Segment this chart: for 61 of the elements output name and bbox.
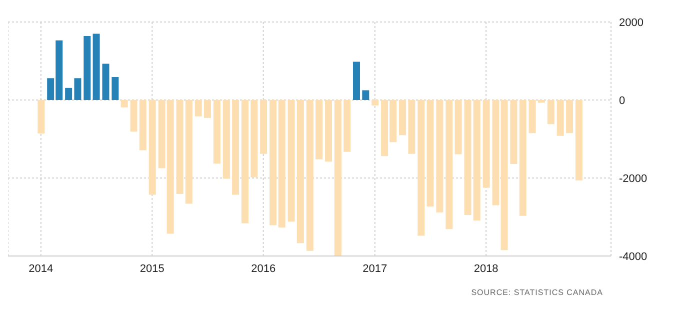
bar	[260, 100, 268, 154]
bar	[278, 100, 286, 228]
bar	[213, 100, 220, 164]
bar	[575, 100, 582, 180]
bar	[316, 100, 323, 160]
source-note: SOURCE: STATISTICS CANADA	[470, 288, 604, 297]
bar	[306, 100, 314, 251]
bar	[241, 100, 248, 224]
bar	[74, 78, 82, 100]
bar	[372, 100, 379, 106]
bar	[250, 100, 258, 178]
bar	[65, 88, 72, 100]
bar	[222, 100, 230, 179]
bar	[436, 100, 444, 212]
bar	[344, 100, 351, 152]
bar	[204, 100, 212, 118]
bar	[566, 100, 573, 134]
bar	[464, 100, 472, 216]
bar	[362, 90, 370, 100]
bar	[296, 100, 304, 244]
bar	[547, 100, 554, 124]
bar	[148, 100, 156, 195]
y-tick-label: -2000	[619, 172, 648, 185]
y-tick-label: 0	[619, 94, 626, 107]
bar	[473, 100, 480, 221]
bar	[176, 100, 184, 194]
x-tick-label: 2017	[362, 262, 388, 275]
bar	[270, 100, 277, 226]
bar	[418, 100, 425, 236]
bar	[102, 64, 110, 100]
bar	[408, 100, 416, 154]
x-tick-label: 2016	[251, 262, 276, 275]
bar	[194, 100, 202, 116]
bar	[353, 62, 360, 100]
bar	[426, 100, 434, 206]
y-tick-label: -4000	[619, 250, 648, 263]
y-tick-label: 2000	[619, 16, 644, 29]
bar	[482, 100, 490, 188]
bar	[112, 76, 119, 100]
bar	[288, 100, 295, 222]
bar	[324, 100, 332, 162]
bar	[334, 100, 342, 256]
bar	[446, 100, 453, 230]
bar	[399, 100, 406, 136]
bar	[185, 100, 192, 204]
bar	[454, 100, 462, 154]
bar	[139, 100, 146, 150]
bar	[120, 100, 128, 108]
bar	[38, 100, 45, 134]
bar	[528, 100, 536, 134]
x-tick-label: 2018	[474, 262, 498, 275]
x-tick-label: 2014	[28, 262, 54, 275]
bar	[130, 100, 138, 132]
bar	[92, 34, 100, 100]
bar	[556, 100, 564, 136]
bar	[519, 100, 526, 216]
bar	[84, 36, 91, 100]
x-tick-label: 2015	[140, 262, 164, 275]
bar	[232, 100, 240, 195]
bar	[538, 100, 545, 103]
bar	[510, 100, 518, 164]
